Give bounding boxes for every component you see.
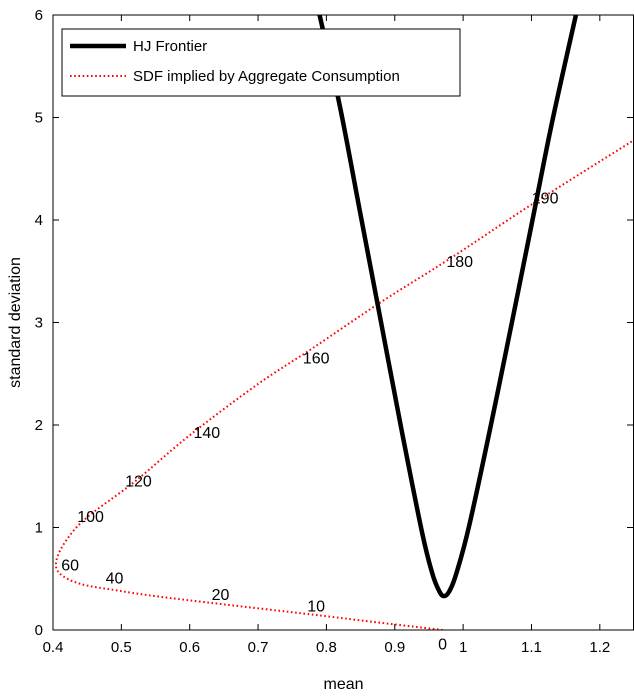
y-tick-label: 1 — [35, 520, 43, 537]
x-tick-label: 0.6 — [179, 639, 200, 656]
x-tick-label: 0.4 — [43, 639, 64, 656]
legend: HJ Frontier SDF implied by Aggregate Con… — [61, 28, 461, 97]
x-tick-label: 1.1 — [521, 639, 542, 656]
legend-box — [61, 28, 461, 97]
x-tick-label: 0.7 — [248, 639, 269, 656]
point-label: 60 — [61, 557, 79, 574]
y-tick-label: 5 — [35, 110, 43, 127]
x-tick-label: 1.2 — [589, 639, 610, 656]
x-axis-title: mean — [323, 676, 363, 693]
point-label: 180 — [446, 254, 473, 271]
x-tick-label: 0.5 — [111, 639, 132, 656]
point-label: 120 — [125, 473, 152, 490]
x-tick-label: 1 — [459, 639, 467, 656]
series-hj-frontier — [317, 15, 579, 599]
point-label: 100 — [77, 509, 104, 526]
x-tick-label: 0.9 — [384, 639, 405, 656]
y-tick-label: 6 — [35, 7, 43, 24]
x-tick-label: 0.8 — [316, 639, 337, 656]
legend-label-hj-frontier: HJ Frontier — [133, 38, 207, 55]
point-label: 0 — [438, 636, 447, 653]
y-axis-title: standard deviation — [7, 257, 24, 388]
point-label: 10 — [307, 598, 325, 615]
y-tick-label: 2 — [35, 417, 43, 434]
plot-frame — [52, 14, 634, 631]
y-tick-label: 4 — [35, 212, 43, 229]
point-label: 140 — [193, 425, 220, 442]
y-axis-ticks: 0 1 2 3 4 5 6 — [35, 7, 633, 639]
point-label: 160 — [303, 350, 330, 367]
point-label: 40 — [106, 571, 124, 588]
series-sdf-consumption — [54, 139, 634, 630]
legend-label-sdf: SDF implied by Aggregate Consumption — [133, 68, 400, 85]
series-layer — [54, 15, 634, 630]
point-label: 190 — [532, 190, 559, 207]
point-labels: 0 10 20 40 60 100 120 140 160 180 190 — [61, 190, 558, 653]
point-label: 20 — [212, 587, 230, 604]
y-tick-label: 0 — [35, 622, 43, 639]
x-axis-ticks: 0.4 0.5 0.6 0.7 0.8 0.9 1 1.1 1.2 — [43, 15, 610, 656]
y-tick-label: 3 — [35, 315, 43, 332]
